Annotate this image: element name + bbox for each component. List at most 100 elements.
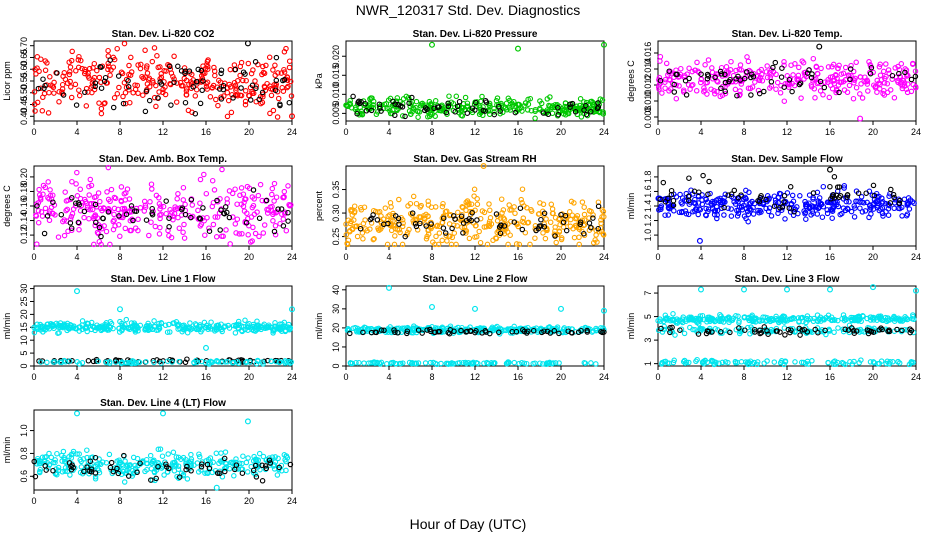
y-tick-label: 0.012 xyxy=(643,74,653,97)
data-point xyxy=(197,200,203,206)
data-point xyxy=(834,201,840,208)
data-point xyxy=(519,200,525,206)
data-point xyxy=(722,79,729,86)
data-point xyxy=(743,187,749,194)
data-point xyxy=(244,358,250,365)
data-point xyxy=(559,107,566,114)
data-point xyxy=(509,103,515,110)
data-point xyxy=(828,317,835,324)
data-point xyxy=(260,63,266,70)
data-point xyxy=(512,109,519,116)
data-point xyxy=(897,197,903,204)
data-point xyxy=(820,183,827,190)
data-point xyxy=(63,207,69,214)
data-point xyxy=(670,316,677,323)
data-point xyxy=(135,90,141,97)
data-point xyxy=(92,476,99,482)
data-point xyxy=(694,59,700,66)
data-point xyxy=(402,113,408,120)
x-tick-label: 16 xyxy=(201,252,211,262)
data-point xyxy=(452,216,458,222)
data-point xyxy=(714,215,720,222)
outlier-point xyxy=(827,166,834,173)
data-point xyxy=(912,73,919,80)
data-point xyxy=(406,226,412,233)
data-point xyxy=(413,360,419,366)
data-point xyxy=(229,360,236,366)
x-tick-label: 0 xyxy=(31,496,36,506)
data-point xyxy=(460,220,467,226)
data-point xyxy=(600,208,607,215)
data-point xyxy=(344,241,351,248)
data-point xyxy=(271,198,277,204)
data-point xyxy=(351,217,357,223)
data-point xyxy=(375,209,381,215)
data-point xyxy=(95,230,102,237)
data-point xyxy=(688,187,694,193)
data-point xyxy=(69,48,75,55)
data-point xyxy=(182,70,188,77)
chart-title: Stan. Dev. Li-820 Pressure xyxy=(413,29,538,40)
data-point xyxy=(829,215,835,221)
data-point xyxy=(886,317,893,323)
data-point xyxy=(736,318,742,324)
data-point xyxy=(500,215,507,221)
data-point xyxy=(396,221,402,227)
data-point xyxy=(432,113,438,119)
data-point xyxy=(817,314,824,321)
x-axis-title: Hour of Day (UTC) xyxy=(409,516,527,532)
data-point xyxy=(142,108,149,115)
data-point xyxy=(812,95,818,101)
data-point xyxy=(370,102,376,108)
y-tick-label: 0.30 xyxy=(331,204,341,222)
data-point xyxy=(870,69,876,76)
data-point xyxy=(400,360,406,366)
data-point xyxy=(502,105,509,111)
data-point xyxy=(269,454,276,460)
data-point xyxy=(56,89,62,95)
data-point xyxy=(709,65,715,71)
data-point xyxy=(244,469,251,475)
data-point xyxy=(216,325,223,332)
data-points xyxy=(31,410,294,491)
data-point xyxy=(569,212,576,218)
data-point xyxy=(173,99,180,105)
data-point xyxy=(400,96,407,102)
data-point xyxy=(286,99,293,106)
x-tick-label: 0 xyxy=(343,252,348,262)
data-point xyxy=(666,76,673,83)
data-point xyxy=(803,73,810,80)
data-point xyxy=(841,183,848,189)
data-point xyxy=(117,233,123,240)
data-point xyxy=(84,464,90,470)
data-point xyxy=(152,223,159,230)
outlier-point xyxy=(827,286,834,293)
data-point xyxy=(357,100,363,107)
data-point xyxy=(752,79,758,85)
data-point xyxy=(718,85,724,92)
data-point xyxy=(213,450,220,457)
data-point xyxy=(415,327,422,333)
data-point xyxy=(195,66,201,73)
data-point xyxy=(797,80,804,86)
data-point xyxy=(810,196,816,202)
data-point xyxy=(69,178,75,185)
data-point xyxy=(267,204,274,210)
data-point xyxy=(149,210,155,216)
data-point xyxy=(32,473,39,480)
x-tick-label: 8 xyxy=(429,127,434,137)
data-point xyxy=(151,94,158,101)
data-point xyxy=(781,361,787,368)
data-point xyxy=(708,316,714,323)
y-tick-label: 10 xyxy=(19,335,29,345)
data-point xyxy=(272,320,278,326)
data-point xyxy=(222,468,228,475)
data-point xyxy=(124,468,130,474)
data-point xyxy=(835,65,841,72)
data-point xyxy=(513,108,520,115)
data-point xyxy=(134,469,140,476)
data-point xyxy=(567,101,573,107)
data-point xyxy=(131,320,138,326)
data-point xyxy=(494,95,501,101)
data-point xyxy=(530,327,537,334)
